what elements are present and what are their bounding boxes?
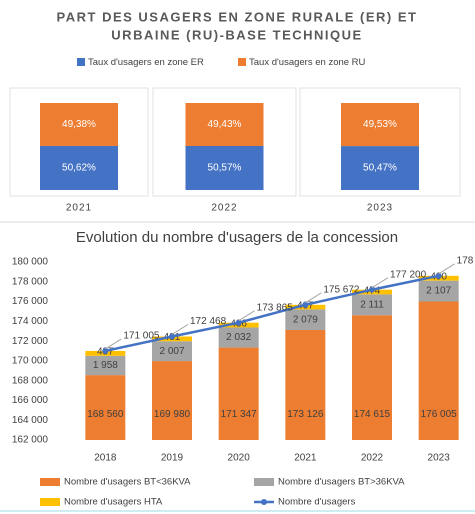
- data-label: 1 958: [93, 360, 118, 371]
- y-tick-label: 180 000: [12, 257, 49, 268]
- bar-segment: [418, 280, 459, 302]
- data-label: 2 079: [293, 314, 318, 325]
- bar-segment: [218, 347, 259, 440]
- line-label: 173 865: [257, 302, 294, 313]
- bar-segment: [285, 309, 326, 330]
- chart-title: URBAINE (RU)-BASE TECHNIQUE: [111, 27, 362, 42]
- legend-swatch: [40, 498, 60, 506]
- legend-label: Nombre d'usagers HTA: [64, 497, 163, 508]
- line-point: [435, 272, 442, 279]
- bar-segment: [352, 294, 392, 316]
- legend-label: Taux d'usagers en zone ER: [88, 57, 204, 68]
- bar-segment: [352, 315, 392, 440]
- x-tick-label: 2019: [161, 453, 184, 464]
- data-label: 176 005: [421, 409, 458, 420]
- bar-segment: [152, 341, 192, 362]
- y-tick-label: 170 000: [12, 356, 49, 367]
- leader-line: [305, 292, 322, 304]
- x-tick-label: 2023: [428, 453, 451, 464]
- line-label: 177 200: [390, 269, 427, 280]
- x-tick-label: 2022: [361, 453, 384, 464]
- data-label: 168 560: [87, 409, 124, 420]
- data-label: 174 615: [354, 409, 391, 420]
- bar-segment: [418, 301, 459, 440]
- data-label: 50,62%: [62, 163, 96, 174]
- data-label: 49,43%: [208, 119, 242, 130]
- legend-label: Nombre d'usagers BT>36KVA: [278, 477, 405, 488]
- line-series: [105, 274, 439, 353]
- bar-segment: [40, 145, 118, 190]
- line-point: [102, 347, 109, 354]
- data-label: 50,57%: [208, 163, 242, 174]
- data-label: 2 107: [426, 286, 451, 297]
- line-point: [302, 301, 309, 308]
- y-tick-label: 164 000: [12, 415, 49, 426]
- leader-line: [171, 324, 189, 335]
- legend-label: Nombre d'usagers: [278, 497, 356, 508]
- legend-swatch: [238, 58, 246, 66]
- chart-title: Evolution du nombre d'usagers de la conc…: [76, 229, 398, 246]
- data-label: 49,53%: [363, 119, 397, 130]
- line-label: 171 005: [123, 331, 160, 342]
- line-point: [169, 333, 175, 340]
- data-label: 50,47%: [363, 163, 397, 174]
- chart-title: PART DES USAGERS EN ZONE RURALE (ER) ET: [57, 9, 418, 24]
- line-point: [369, 286, 375, 293]
- legend-swatch: [261, 499, 267, 505]
- y-tick-label: 178 000: [12, 276, 49, 287]
- data-label: 173 126: [287, 409, 324, 420]
- legend-swatch: [77, 58, 85, 66]
- bar-segment: [341, 146, 419, 190]
- data-label: 169 980: [154, 409, 191, 420]
- data-label: 49,38%: [62, 119, 96, 130]
- line-label: 178 602: [457, 255, 475, 266]
- y-tick-label: 162 000: [12, 435, 49, 446]
- x-tick-label: 2021: [294, 453, 317, 464]
- leader-line: [105, 338, 122, 350]
- y-tick-label: 166 000: [12, 395, 49, 406]
- bar-segment: [218, 327, 259, 348]
- line-label: 175 672: [323, 284, 360, 295]
- panel: [9, 87, 149, 197]
- leader-line: [371, 277, 389, 289]
- data-label: 2 032: [226, 332, 251, 343]
- leader-line: [438, 263, 455, 275]
- bar-segment: [185, 103, 264, 147]
- y-tick-label: 168 000: [12, 375, 49, 386]
- legend-label: Nombre d'usagers BT<36KVA: [64, 477, 191, 488]
- x-tick-label: 2022: [211, 203, 237, 214]
- y-tick-label: 174 000: [12, 316, 49, 327]
- data-label: 171 347: [221, 409, 258, 420]
- legend-label: Taux d'usagers en zone RU: [249, 57, 366, 68]
- y-tick-label: 176 000: [12, 296, 49, 307]
- x-tick-label: 2023: [367, 203, 393, 214]
- x-tick-label: 2020: [228, 453, 251, 464]
- legend-swatch: [254, 478, 274, 486]
- bar-segment: [152, 361, 192, 440]
- leader-line: [238, 310, 255, 322]
- panel: [299, 87, 461, 197]
- bar-segment: [185, 146, 264, 190]
- data-label: 2 111: [360, 299, 384, 310]
- legend-swatch: [40, 478, 60, 486]
- line-label: 172 468: [190, 316, 227, 327]
- x-tick-label: 2018: [94, 453, 117, 464]
- panel: [152, 87, 297, 197]
- bar-segment: [285, 329, 326, 440]
- y-tick-label: 172 000: [12, 336, 49, 347]
- x-tick-label: 2021: [66, 203, 92, 214]
- bar-segment: [341, 103, 419, 147]
- data-label: 2 007: [159, 346, 184, 357]
- line-point: [235, 319, 242, 326]
- bar-segment: [40, 103, 118, 146]
- bar-segment: [85, 355, 126, 376]
- bar-segment: [85, 375, 126, 440]
